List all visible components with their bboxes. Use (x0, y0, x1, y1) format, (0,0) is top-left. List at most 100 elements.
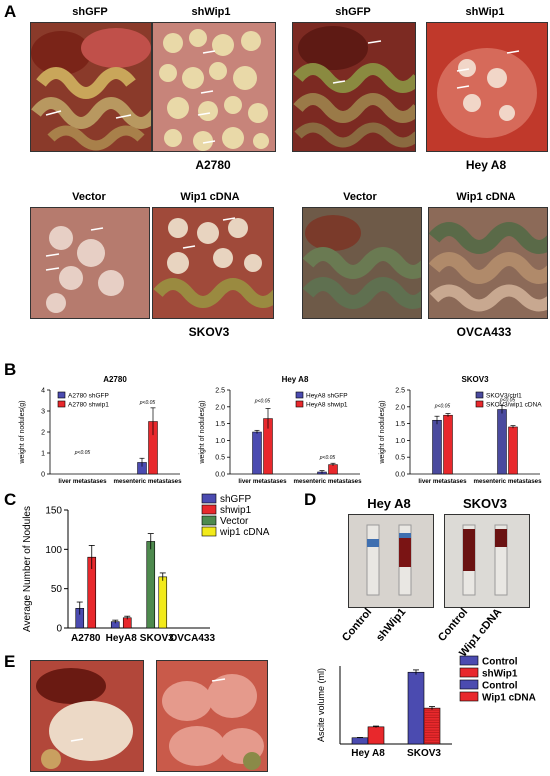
tube-label: Control (340, 606, 374, 644)
bar (146, 541, 156, 629)
chart-b-skov3: SKOV3 weight of nodules(g) 0.0 0.5 1.0 1.5 2.0… (379, 375, 542, 485)
legend-swatch (295, 391, 304, 399)
y-tick-label: 2.5 (395, 388, 405, 395)
legend-label: HeyA8 shGFP (306, 393, 348, 400)
photo-label: Vector (72, 191, 106, 203)
legend-label: shGFP (220, 494, 251, 505)
y-tick-label: 1 (41, 451, 45, 458)
x-tick-label: HeyA8 (106, 633, 138, 644)
y-tick-label: 1.0 (395, 438, 405, 445)
chart-title: SKOV3 (461, 375, 489, 384)
legend-swatch (475, 400, 484, 408)
chart-c-nodules: Average Number of Nodules 0 50 100 150 A2780 H… (22, 493, 270, 644)
x-tick-label: mesenteric metastases (473, 478, 542, 485)
x-tick-label: mesenteric metastases (293, 478, 362, 485)
y-tick-label: 1.0 (215, 438, 225, 445)
bar (407, 671, 425, 745)
legend-swatch (201, 526, 217, 537)
y-axis-label: Average Number of Nodules (22, 506, 33, 632)
panel-letter-b: B (4, 360, 17, 379)
x-tick-label: liver metastases (58, 478, 107, 485)
y-axis-label: weight of nodules(g) (199, 400, 206, 464)
bar (158, 576, 168, 629)
x-tick-label: liver metastases (418, 478, 467, 485)
x-tick-label: A2780 (71, 633, 101, 644)
x-tick-label: Hey A8 (351, 748, 385, 759)
y-tick-label: 0 (56, 624, 62, 635)
p-value-annotation: p<0.05 (434, 404, 451, 410)
legend-swatch (459, 667, 479, 678)
legend-label: SKOV3/ctrl1 (486, 393, 522, 400)
bar (443, 414, 453, 475)
ascites-tube-photo (444, 514, 530, 608)
p-value-annotation: p<0.05 (499, 397, 516, 403)
bar (351, 737, 369, 745)
legend-swatch (459, 655, 479, 666)
legend-swatch (459, 691, 479, 702)
legend-label: A2780 shGFP (68, 393, 109, 400)
panel-letter-c: C (4, 490, 17, 509)
x-tick-label: liver metastases (238, 478, 287, 485)
tube-label: Control (436, 606, 470, 644)
legend-label: shWip1 (482, 669, 518, 680)
mouse-photo (30, 22, 152, 152)
p-value-annotation: p<0.05 (319, 455, 336, 461)
y-tick-label: 0.5 (395, 455, 405, 462)
photo-label: shGFP (72, 6, 108, 18)
bar (423, 707, 441, 745)
mouse-photo (428, 207, 548, 319)
x-tick-label: SKOV3 (407, 748, 441, 759)
legend-label: SKOV3/wip1 cDNA (486, 402, 542, 409)
d-group-title: Hey A8 (367, 496, 411, 511)
chart-e-ascites: Ascite volume (ml) Hey A8 SKOV3 ControlshWi… (316, 655, 536, 759)
bar (252, 431, 262, 475)
legend-swatch (201, 515, 217, 526)
legend-label: Wip1 cDNA (482, 693, 536, 704)
tube-label: shWip1 (374, 606, 408, 644)
cell-line-label: SKOV3 (188, 325, 230, 339)
legend-label: HeyA8 shwip1 (306, 402, 348, 409)
y-tick-label: 2.5 (215, 388, 225, 395)
photo-label: shGFP (335, 6, 371, 18)
y-tick-label: 4 (41, 388, 45, 395)
legend-label: wip1 cDNA (219, 527, 270, 538)
p-value-annotation: p<0.05 (254, 398, 271, 404)
mouse-photo (152, 207, 274, 319)
bar (432, 419, 442, 475)
legend-label: Control (482, 681, 518, 692)
mouse-photo (152, 22, 276, 152)
y-tick-label: 0.5 (215, 455, 225, 462)
y-tick-label: 2 (41, 430, 45, 437)
d-group-title: SKOV3 (462, 496, 508, 511)
bar (328, 464, 338, 475)
y-tick-label: 3 (41, 409, 45, 416)
y-tick-label: 0.0 (215, 472, 225, 479)
chart-b-heya8: Hey A8 weight of nodules(g) 0.0 0.5 1.0 1.5 2.… (199, 375, 362, 485)
y-axis-label: weight of nodules(g) (379, 400, 386, 464)
mouse-photo (30, 207, 150, 319)
photo-label: shWip1 (191, 6, 231, 18)
p-value-annotation: p<0.05 (139, 400, 156, 406)
y-axis-label: Ascite volume (ml) (316, 668, 326, 742)
photo-label: Wip1 cDNA (180, 191, 240, 203)
chart-title: A2780 (103, 375, 127, 384)
cell-line-label: A2780 (195, 158, 231, 172)
mouse-photo (30, 660, 144, 772)
y-tick-label: 1.5 (395, 421, 405, 428)
bar (367, 726, 385, 745)
cell-line-label: Hey A8 (465, 158, 507, 172)
legend-label: Vector (220, 516, 249, 527)
bar (497, 409, 507, 475)
bar (508, 426, 518, 475)
photo-label: Vector (343, 191, 377, 203)
p-value-annotation: p<0.05 (74, 450, 91, 456)
mouse-photo (426, 22, 548, 152)
photo-label: shWip1 (465, 6, 505, 18)
panel-letter-e: E (4, 652, 16, 671)
photo-label: Wip1 cDNA (456, 191, 516, 203)
mouse-photo (302, 207, 422, 319)
x-tick-label: SKOV3 (140, 633, 174, 644)
y-tick-label: 1.5 (215, 421, 225, 428)
y-tick-label: 2.0 (215, 404, 225, 411)
legend-swatch (57, 400, 66, 408)
